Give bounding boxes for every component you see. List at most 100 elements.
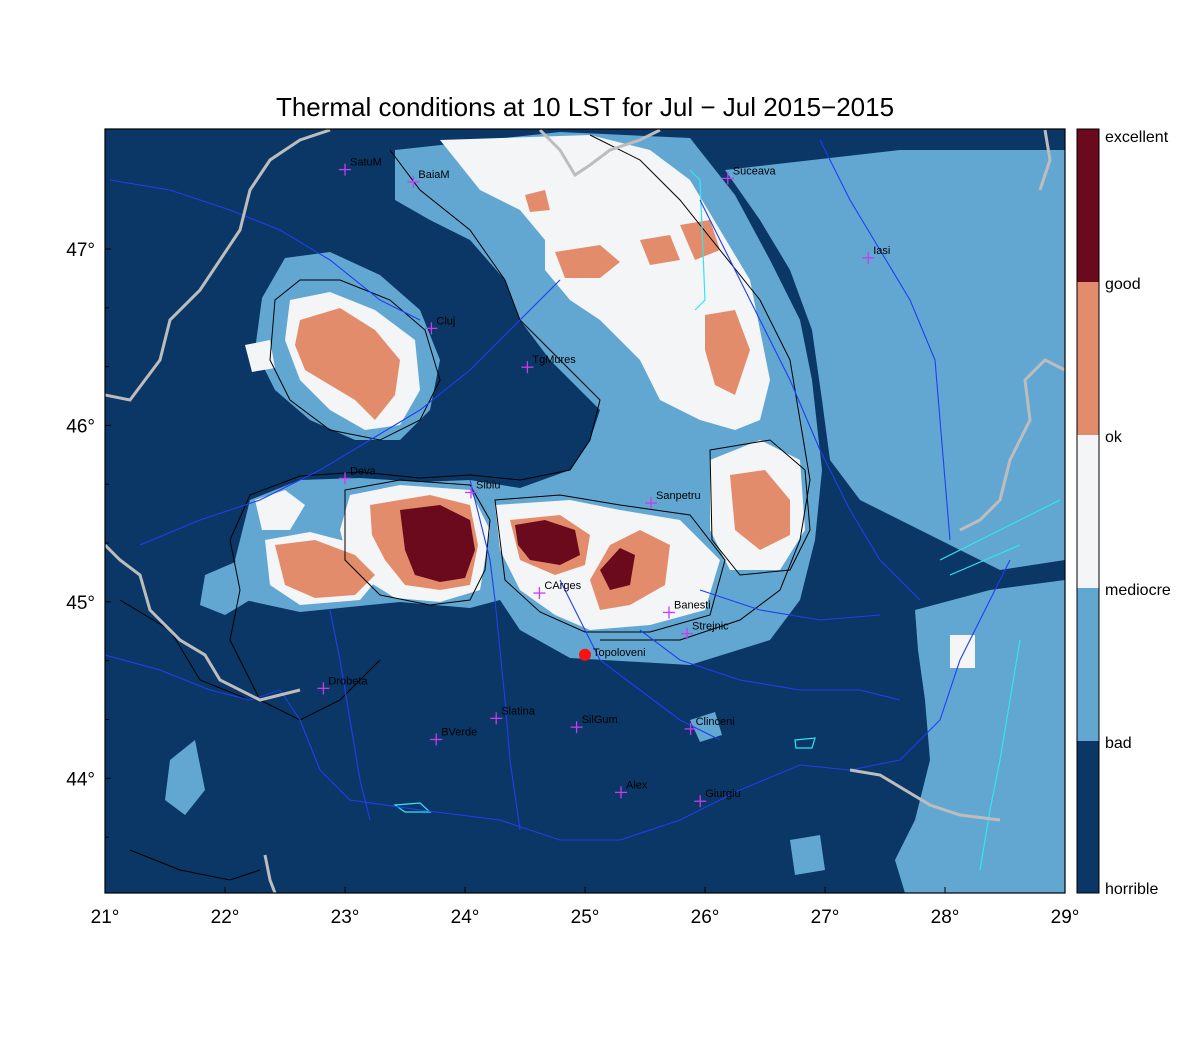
city-satum: SatuM — [339, 157, 382, 176]
river-jiu — [329, 609, 371, 821]
penteleu-good — [600, 548, 635, 590]
legend-swatch-horrible — [1077, 741, 1099, 893]
moldova-bad — [725, 150, 1065, 570]
dobrogea-bad — [895, 580, 1065, 893]
legend-swatch-ok — [1077, 282, 1099, 435]
city-sibiu: Sibiu — [465, 479, 500, 499]
danube-delta — [939, 499, 1061, 871]
lake-2 — [794, 737, 816, 749]
y-tick-label: 46° — [66, 416, 95, 437]
city-suceava: Suceava — [721, 165, 777, 185]
city-label: Clinceni — [696, 716, 735, 728]
city-label: CArges — [544, 580, 581, 592]
city-slatina: Slatina — [490, 705, 536, 725]
river-arges — [559, 579, 721, 741]
city-label: Sibiu — [476, 479, 500, 491]
city-cluj: Cluj — [425, 315, 455, 335]
x-tick-label: 28° — [931, 907, 960, 928]
city-label: Banesti — [674, 599, 711, 611]
city-alex: Alex — [615, 779, 648, 799]
river-buzau — [699, 589, 881, 621]
x-tick-label: 22° — [211, 907, 240, 928]
city-giurgiu: Giurgiu — [694, 788, 741, 808]
city-drobeta: Drobeta — [317, 675, 368, 695]
city-deva: Deva — [339, 465, 377, 485]
city-label: Drobeta — [328, 675, 368, 687]
map-title: Thermal conditions at 10 LST for Jul − J… — [275, 92, 895, 122]
legend-frame — [1076, 128, 1100, 894]
city-baiam: BaiaM — [407, 169, 450, 188]
border-north — [538, 129, 661, 178]
north-ok-2 — [640, 235, 680, 265]
highlight-marker — [579, 648, 591, 661]
x-tick-label: 29° — [1051, 907, 1080, 928]
lakes — [393, 169, 1061, 871]
city-silgum: SilGum — [570, 714, 618, 734]
east-ok — [705, 310, 750, 395]
y-tick-labels: 47° 46° 45° 44° — [66, 240, 95, 790]
river-somes — [109, 179, 421, 321]
city-label: Alex — [626, 779, 648, 791]
city-label: Sanpetru — [656, 490, 701, 502]
legend-label-excellent: excellent — [1105, 129, 1169, 146]
city-label: SilGum — [582, 714, 618, 726]
city-label: Giurgiu — [705, 788, 740, 800]
highlight-city: Topoloveni — [579, 647, 646, 661]
city-label: Strejnic — [692, 621, 729, 633]
legend-label-horrible: horrible — [1105, 881, 1158, 898]
border-south — [849, 768, 1001, 822]
rivers — [105, 139, 1011, 841]
contour-8 — [709, 439, 811, 576]
river-ialomita — [639, 629, 901, 701]
city-carges: CArges — [533, 580, 582, 600]
city-label: BaiaM — [418, 169, 449, 181]
x-tick-label: 27° — [811, 907, 840, 928]
border-northwest — [105, 129, 331, 402]
apuseni-ok — [295, 308, 400, 420]
contour-4 — [344, 479, 491, 606]
legend-label-bad: bad — [1105, 735, 1132, 752]
good-zones — [400, 505, 635, 590]
border-west — [105, 543, 301, 702]
north-ok-3 — [680, 220, 720, 260]
border-east — [959, 358, 1065, 532]
lake-1 — [393, 802, 432, 813]
north-ok-4 — [525, 190, 550, 212]
contour-2 — [589, 134, 811, 641]
contour-5 — [494, 494, 726, 633]
north-ok-1 — [555, 245, 620, 278]
legend-swatch-bad — [1077, 588, 1099, 741]
dobrogea-small-bad — [790, 835, 825, 875]
legend-swatch-mediocre — [1077, 435, 1099, 588]
x-tick-label: 25° — [571, 907, 600, 928]
apuseni-hole — [245, 340, 275, 372]
southwest-bad — [165, 740, 205, 815]
legend-label-good: good — [1105, 276, 1141, 293]
contour-3 — [269, 279, 441, 441]
y-tick-label: 45° — [66, 593, 95, 614]
x-tick-label: 23° — [331, 907, 360, 928]
river-danube — [105, 559, 1011, 841]
x-tick-label: 21° — [91, 907, 120, 928]
city-label: Deva — [350, 465, 377, 477]
x-tick-label: 24° — [451, 907, 480, 928]
legend-label-mediocre: mediocre — [1105, 582, 1171, 599]
city-label: SatuM — [350, 157, 382, 169]
city-label: Suceava — [733, 165, 777, 177]
city-sanpetru: Sanpetru — [645, 490, 701, 510]
west-mediocre — [255, 490, 305, 530]
contour-1 — [229, 149, 601, 721]
city-tgmures: TgMures — [521, 354, 576, 374]
river-siret — [699, 199, 921, 601]
city-iasi: Iasi — [862, 245, 890, 264]
fagaras-good — [400, 505, 475, 582]
y-tick-label: 44° — [66, 769, 95, 790]
dobrogea-mediocre — [950, 635, 975, 668]
vrancea-ok — [730, 470, 790, 550]
city-label: Iasi — [873, 245, 890, 257]
legend-labels: excellent good ok mediocre bad horrible — [1105, 129, 1171, 898]
borders — [105, 129, 1065, 893]
river-prut — [819, 139, 951, 541]
city-bverde: BVerde — [430, 726, 477, 746]
